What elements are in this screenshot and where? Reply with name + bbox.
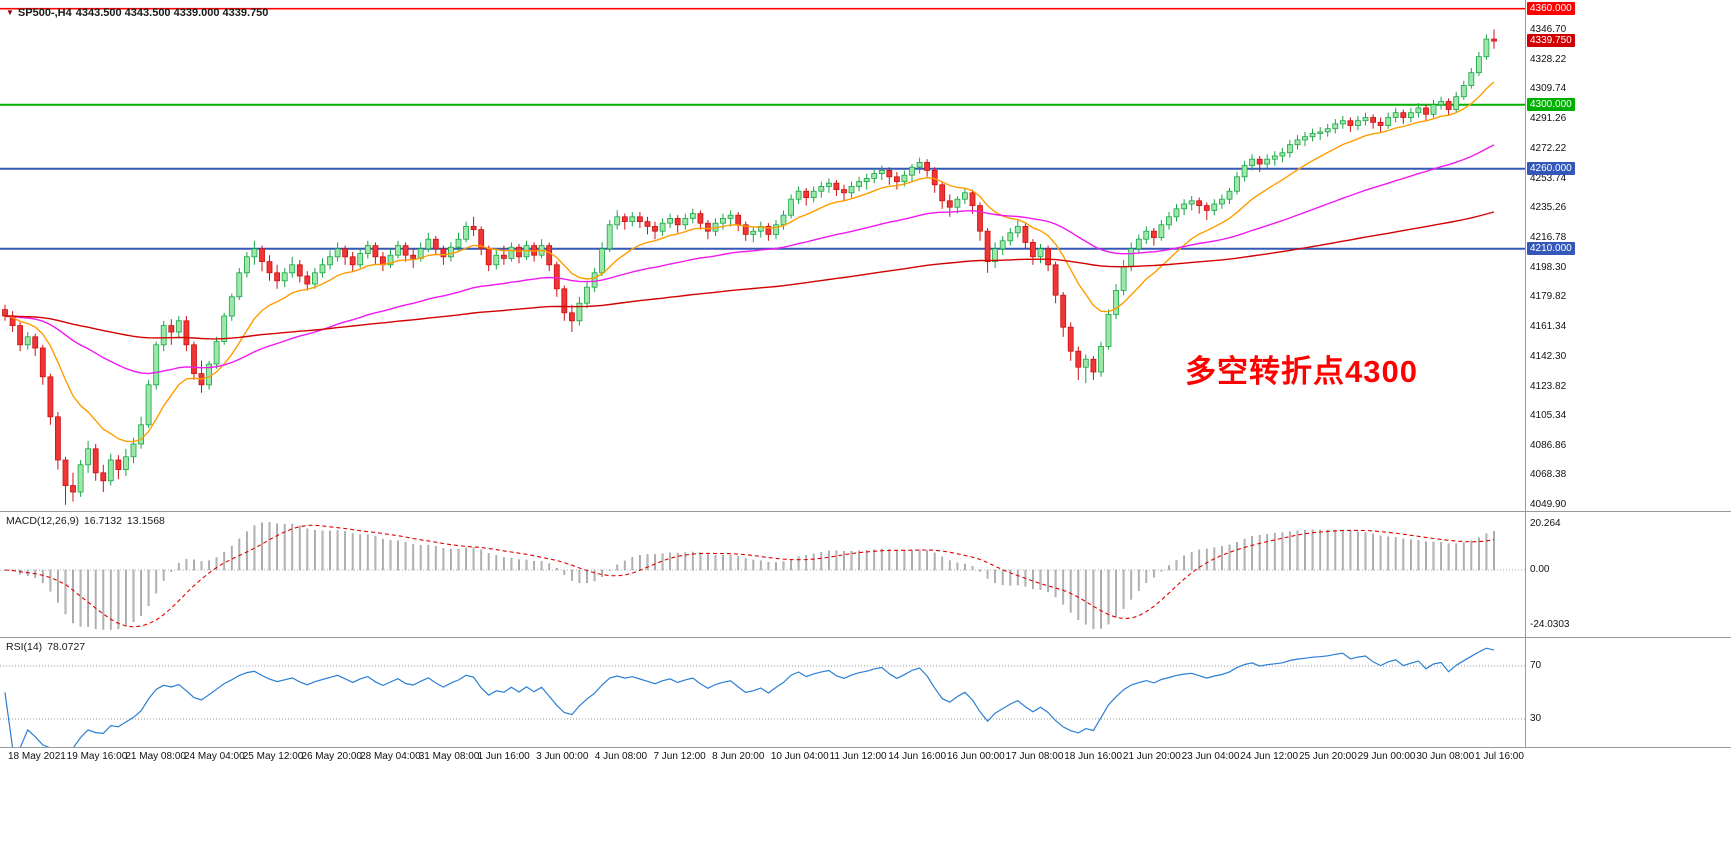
price-tick-label: 4105.34 xyxy=(1530,410,1567,422)
time-axis-label: 18 Jun 16:00 xyxy=(1064,751,1123,762)
macd-scale-label: 20.264 xyxy=(1530,517,1561,529)
price-tick-label: 4291.26 xyxy=(1530,112,1567,124)
price-tick-label: 4123.82 xyxy=(1530,380,1567,392)
time-axis-label: 30 Jun 08:00 xyxy=(1416,751,1475,762)
price-line-badge: 4360.000 xyxy=(1527,1,1575,15)
time-axis-label: 25 Jun 20:00 xyxy=(1298,751,1357,762)
time-axis-label: 26 May 20:00 xyxy=(301,751,362,762)
panel-separator[interactable] xyxy=(0,747,1731,748)
rsi-panel[interactable]: RSI(14) 78.0727 xyxy=(0,638,1525,748)
macd-main-value: 16.7132 xyxy=(83,515,122,527)
price-line-badge: 4210.000 xyxy=(1527,241,1575,255)
price-line-badge: 4300.000 xyxy=(1527,97,1575,111)
macd-canvas[interactable] xyxy=(0,512,1525,637)
price-tick-label: 4142.30 xyxy=(1530,351,1567,363)
candles-layer xyxy=(2,29,1497,505)
rsi-line xyxy=(4,647,1495,748)
panel-separator[interactable] xyxy=(0,511,1731,512)
rsi-scale-label: 30 xyxy=(1530,713,1542,724)
ma-55-line xyxy=(4,144,1495,375)
price-tick-label: 4328.22 xyxy=(1530,53,1567,65)
time-axis-label: 17 Jun 08:00 xyxy=(1005,751,1064,762)
time-axis-label: 10 Jun 04:00 xyxy=(770,751,829,762)
time-axis-label: 14 Jun 16:00 xyxy=(888,751,947,762)
price-tick-label: 4309.74 xyxy=(1530,83,1567,95)
time-axis-label: 8 Jun 20:00 xyxy=(712,751,765,762)
rsi-canvas[interactable] xyxy=(0,638,1525,748)
ma-13-line xyxy=(4,81,1495,443)
macd-name: MACD(12,26,9) xyxy=(6,515,79,527)
symbol-timeframe-label: SP500-,H4 xyxy=(17,7,72,19)
time-axis-label: 1 Jul 16:00 xyxy=(1475,751,1524,762)
time-axis-label: 7 Jun 12:00 xyxy=(653,751,706,762)
symbol-marker-icon: ▼ xyxy=(6,8,14,17)
price-tick-label: 4346.70 xyxy=(1530,24,1567,35)
macd-signal-line xyxy=(4,524,1495,628)
ohlc-values: 4343.500 4343.500 4339.000 4339.750 xyxy=(75,7,269,19)
macd-header: MACD(12,26,9) 16.7132 13.1568 xyxy=(6,515,170,527)
time-axis-label: 25 May 12:00 xyxy=(242,751,304,762)
price-line-badge: 4260.000 xyxy=(1527,161,1575,175)
time-axis-label: 3 Jun 00:00 xyxy=(536,751,589,762)
current-price-badge: 4339.750 xyxy=(1527,34,1575,48)
price-tick-label: 4049.90 xyxy=(1530,499,1567,510)
time-axis-label: 4 Jun 08:00 xyxy=(594,751,648,762)
panel-separator[interactable] xyxy=(0,637,1731,638)
price-tick-label: 4179.82 xyxy=(1530,291,1567,303)
price-tick-label: 4198.30 xyxy=(1530,261,1567,273)
time-axis-label: 23 Jun 04:00 xyxy=(1181,751,1240,762)
time-axis-label: 1 Jun 16:00 xyxy=(477,751,530,762)
price-tick-label: 4272.22 xyxy=(1530,143,1567,155)
time-axis-label: 24 May 04:00 xyxy=(184,751,245,762)
macd-histogram xyxy=(4,522,1495,630)
macd-scale-label: -24.0303 xyxy=(1530,619,1570,631)
ma-175-line xyxy=(4,211,1495,340)
price-tick-label: 4086.86 xyxy=(1530,439,1567,451)
time-axis-label: 21 May 08:00 xyxy=(125,751,186,762)
time-axis-label: 16 Jun 00:00 xyxy=(946,751,1005,762)
rsi-name: RSI(14) xyxy=(6,641,43,653)
main-chart-canvas[interactable] xyxy=(0,0,1525,511)
macd-signal-value: 13.1568 xyxy=(126,515,165,527)
rsi-scale-label: 70 xyxy=(1530,660,1542,671)
time-axis-label: 19 May 16:00 xyxy=(66,751,128,762)
chart-annotation-text[interactable]: 多空转折点4300 xyxy=(1185,354,1418,389)
time-axis-label: 29 Jun 00:00 xyxy=(1357,751,1416,762)
time-axis-label: 28 May 04:00 xyxy=(360,751,421,762)
price-axis[interactable]: 4346.70 4328.22 4309.74 4291.26 4272.22 4253.… xyxy=(1525,0,1731,748)
price-panel[interactable]: ▼ SP500-,H4 4343.500 4343.500 4339.000 433… xyxy=(0,0,1525,511)
price-tick-label: 4235.26 xyxy=(1530,202,1567,214)
time-axis-label: 31 May 08:00 xyxy=(418,751,480,762)
rsi-header: RSI(14) 78.0727 xyxy=(6,641,90,653)
time-axis-label: 24 Jun 12:00 xyxy=(1240,751,1299,762)
chart-header: ▼ SP500-,H4 4343.500 4343.500 4339.000 433… xyxy=(6,7,272,19)
rsi-value: 78.0727 xyxy=(47,641,86,653)
time-axis[interactable]: 18 May 2021 19 May 16:00 21 May 08:00 24 Ma… xyxy=(0,748,1731,768)
price-tick-label: 4253.74 xyxy=(1530,172,1567,184)
time-axis-label: 18 May 2021 xyxy=(8,751,66,762)
time-axis-label: 11 Jun 12:00 xyxy=(829,751,887,762)
time-axis-label: 21 Jun 20:00 xyxy=(1122,751,1181,762)
macd-scale-label: 0.00 xyxy=(1530,564,1550,575)
price-tick-label: 4161.34 xyxy=(1530,320,1567,332)
price-tick-label: 4216.78 xyxy=(1530,231,1567,243)
price-tick-label: 4068.38 xyxy=(1530,469,1567,481)
macd-panel[interactable]: MACD(12,26,9) 16.7132 13.1568 xyxy=(0,512,1525,637)
